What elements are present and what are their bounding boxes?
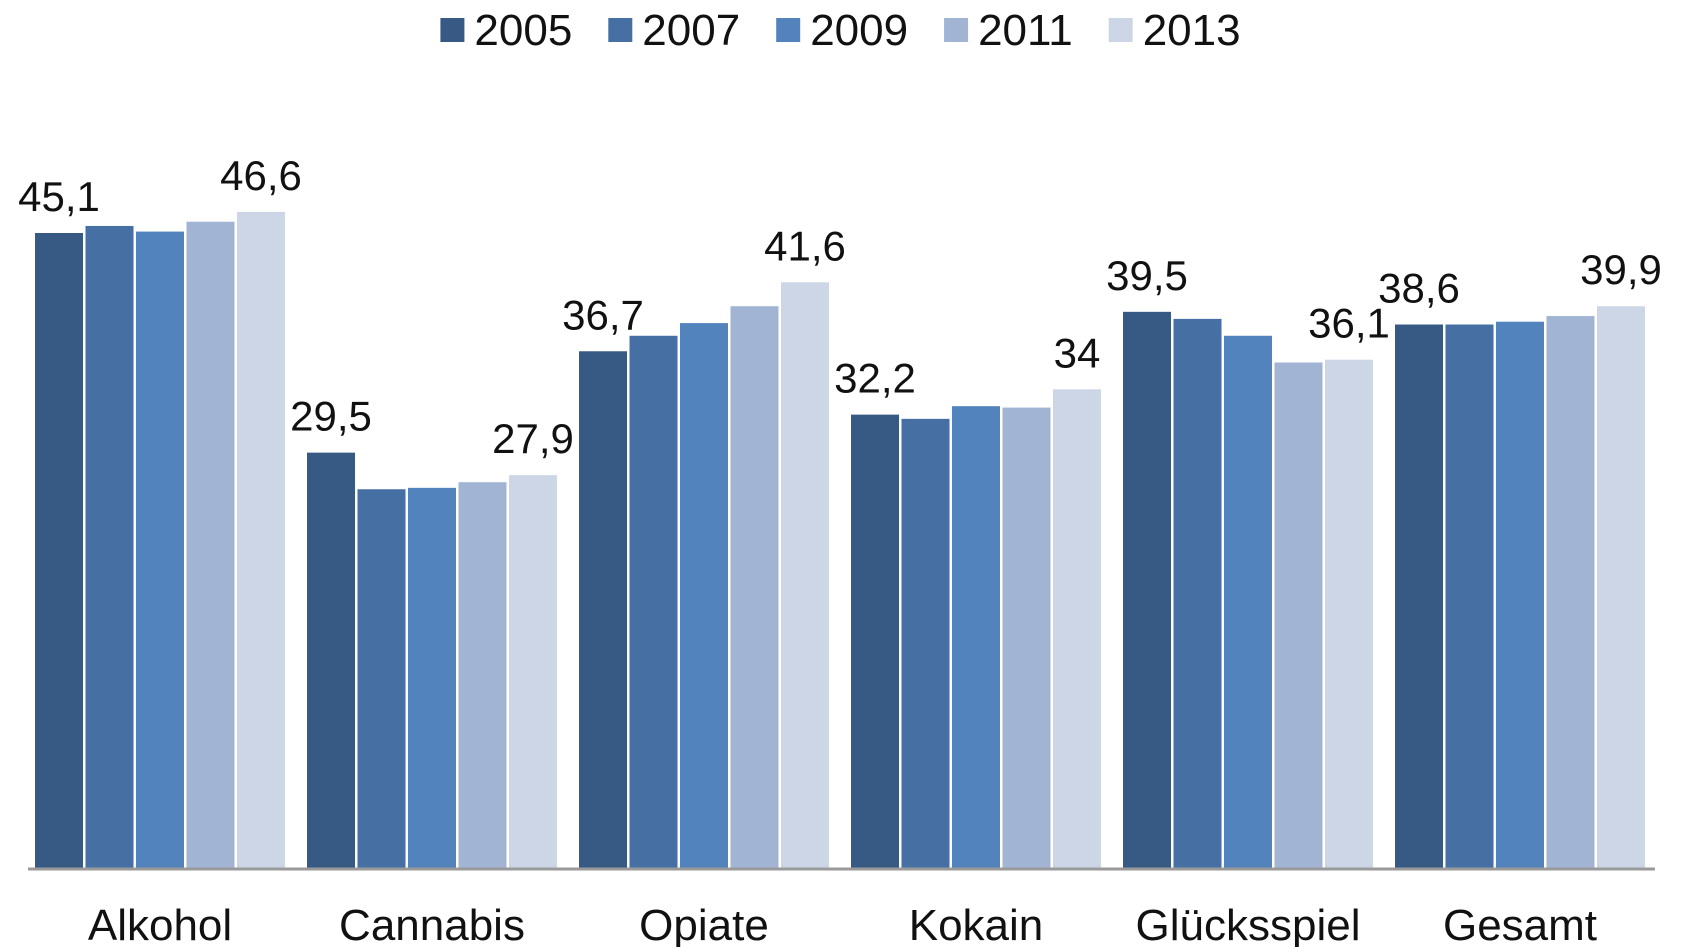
bar-alkohol-2013 — [237, 211, 285, 868]
legend-swatch — [440, 18, 465, 42]
bar-gesamt-2007 — [1445, 324, 1494, 869]
data-label: 38,6 — [1378, 265, 1460, 312]
bar-gesamt-2011 — [1546, 316, 1595, 869]
bar-group-4 — [1123, 311, 1373, 869]
bar-glücksspiel-2007 — [1173, 318, 1222, 868]
category-label: Cannabis — [339, 901, 525, 947]
chart-legend: 2005 2007 2009 2011 2013 — [440, 6, 1241, 55]
bar-kokain-2013 — [1053, 389, 1101, 868]
bar-group-3 — [851, 389, 1101, 868]
bar-kokain-2009 — [952, 406, 1000, 868]
bar-cannabis-2007 — [357, 489, 406, 868]
data-label: 45,1 — [18, 173, 100, 220]
bar-alkohol-2011 — [186, 221, 235, 868]
bar-cannabis-2005 — [307, 452, 355, 868]
bar-glücksspiel-2005 — [1123, 311, 1171, 869]
bar-alkohol-2009 — [136, 231, 184, 869]
data-label: 32,2 — [834, 355, 916, 402]
bar-opiate-2009 — [680, 323, 728, 868]
data-label: 34 — [1054, 329, 1101, 376]
legend-label: 2009 — [810, 6, 908, 55]
legend-item-2005: 2005 — [440, 6, 572, 55]
category-label: Glücksspiel — [1136, 901, 1361, 947]
bar-group-1 — [307, 452, 557, 868]
bar-cannabis-2013 — [509, 475, 557, 868]
legend-swatch — [1108, 18, 1133, 42]
bar-gesamt-2005 — [1395, 324, 1443, 869]
bar-kokain-2011 — [1002, 407, 1051, 868]
bar-groups — [35, 211, 1645, 869]
legend-swatch — [944, 18, 969, 42]
bar-glücksspiel-2011 — [1274, 362, 1323, 868]
bar-glücksspiel-2009 — [1224, 335, 1272, 868]
legend-label: 2005 — [474, 6, 572, 55]
data-label: 27,9 — [492, 415, 574, 462]
bar-group-0 — [35, 211, 285, 869]
data-label: 39,9 — [1580, 246, 1662, 293]
bar-opiate-2007 — [629, 335, 678, 868]
category-label: Kokain — [909, 901, 1044, 947]
bar-kokain-2007 — [901, 418, 950, 868]
data-label: 36,7 — [562, 291, 644, 338]
bar-opiate-2005 — [579, 351, 627, 868]
legend-label: 2007 — [642, 6, 740, 55]
legend-swatch — [776, 18, 801, 42]
bar-group-5 — [1395, 306, 1645, 869]
category-label: Gesamt — [1443, 901, 1597, 947]
data-label: 29,5 — [290, 393, 372, 440]
category-labels: Alkohol Cannabis Opiate Kokain Glücksspiel Ge… — [88, 901, 1597, 947]
bar-opiate-2011 — [730, 306, 779, 868]
bar-opiate-2013 — [781, 282, 829, 869]
data-label: 39,5 — [1106, 252, 1188, 299]
bar-cannabis-2011 — [458, 482, 507, 868]
bar-glücksspiel-2013 — [1325, 359, 1373, 868]
category-label: Opiate — [639, 901, 769, 947]
bar-gesamt-2009 — [1496, 321, 1544, 868]
bar-alkohol-2005 — [35, 232, 83, 868]
legend-label: 2013 — [1143, 6, 1241, 55]
legend-item-2013: 2013 — [1108, 6, 1241, 55]
data-label: 36,1 — [1308, 300, 1390, 347]
legend-item-2011: 2011 — [944, 6, 1073, 55]
bar-kokain-2005 — [851, 414, 899, 868]
legend-item-2007: 2007 — [608, 6, 740, 55]
legend-swatch — [608, 18, 633, 42]
bar-cannabis-2009 — [408, 487, 456, 868]
category-label: Alkohol — [88, 901, 232, 947]
data-label: 46,6 — [220, 152, 302, 199]
bar-group-2 — [579, 282, 829, 869]
legend-item-2009: 2009 — [776, 6, 908, 55]
bar-gesamt-2013 — [1597, 306, 1645, 868]
legend-label: 2011 — [978, 6, 1073, 55]
data-label: 41,6 — [764, 222, 846, 269]
bar-alkohol-2007 — [85, 225, 134, 868]
